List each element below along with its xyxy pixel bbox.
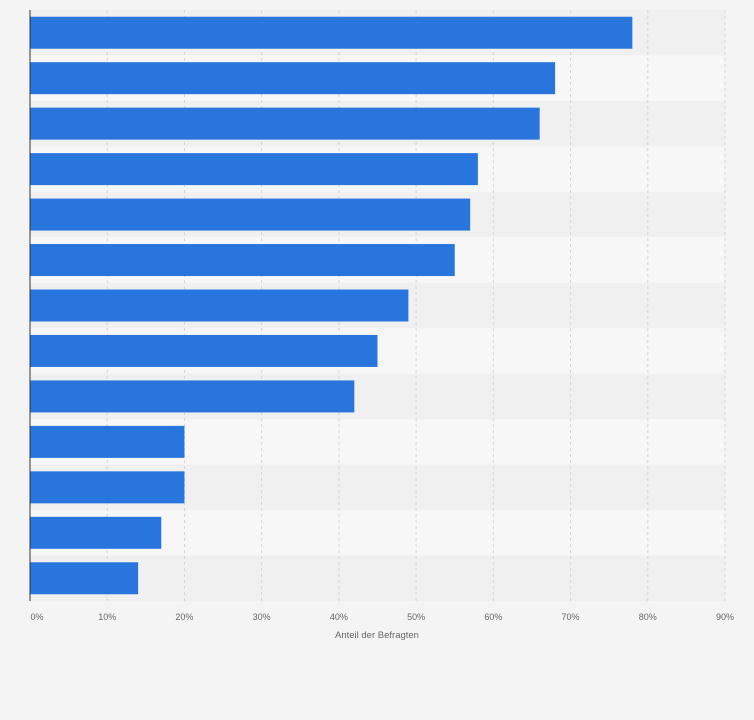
bar xyxy=(30,16,633,49)
bar xyxy=(30,425,185,458)
bar xyxy=(30,516,162,549)
x-axis-title: Anteil der Befragten xyxy=(335,630,419,641)
row-band xyxy=(30,555,725,601)
x-tick-label: 60% xyxy=(484,612,502,622)
bar xyxy=(30,107,540,140)
bar xyxy=(30,198,471,231)
bar xyxy=(30,244,455,277)
bar xyxy=(30,334,378,367)
x-tick-label: 40% xyxy=(330,612,348,622)
x-tick-label: 80% xyxy=(639,612,657,622)
x-tick-label: 20% xyxy=(175,612,193,622)
x-tick-labels: 0% 10% 20% 30% 40% 50% 60% 70% 80% 90% xyxy=(30,612,734,622)
x-tick-label: 70% xyxy=(562,612,580,622)
x-tick-label: 50% xyxy=(407,612,425,622)
x-tick-label: 30% xyxy=(253,612,271,622)
bar xyxy=(30,289,409,322)
bar xyxy=(30,153,478,186)
bar xyxy=(30,62,556,95)
x-tick-label: 90% xyxy=(716,612,734,622)
bars xyxy=(30,16,633,595)
bar xyxy=(30,562,139,595)
x-tick-label: 0% xyxy=(30,612,43,622)
x-tick-label: 10% xyxy=(98,612,116,622)
bar xyxy=(30,380,355,413)
bar xyxy=(30,471,185,504)
